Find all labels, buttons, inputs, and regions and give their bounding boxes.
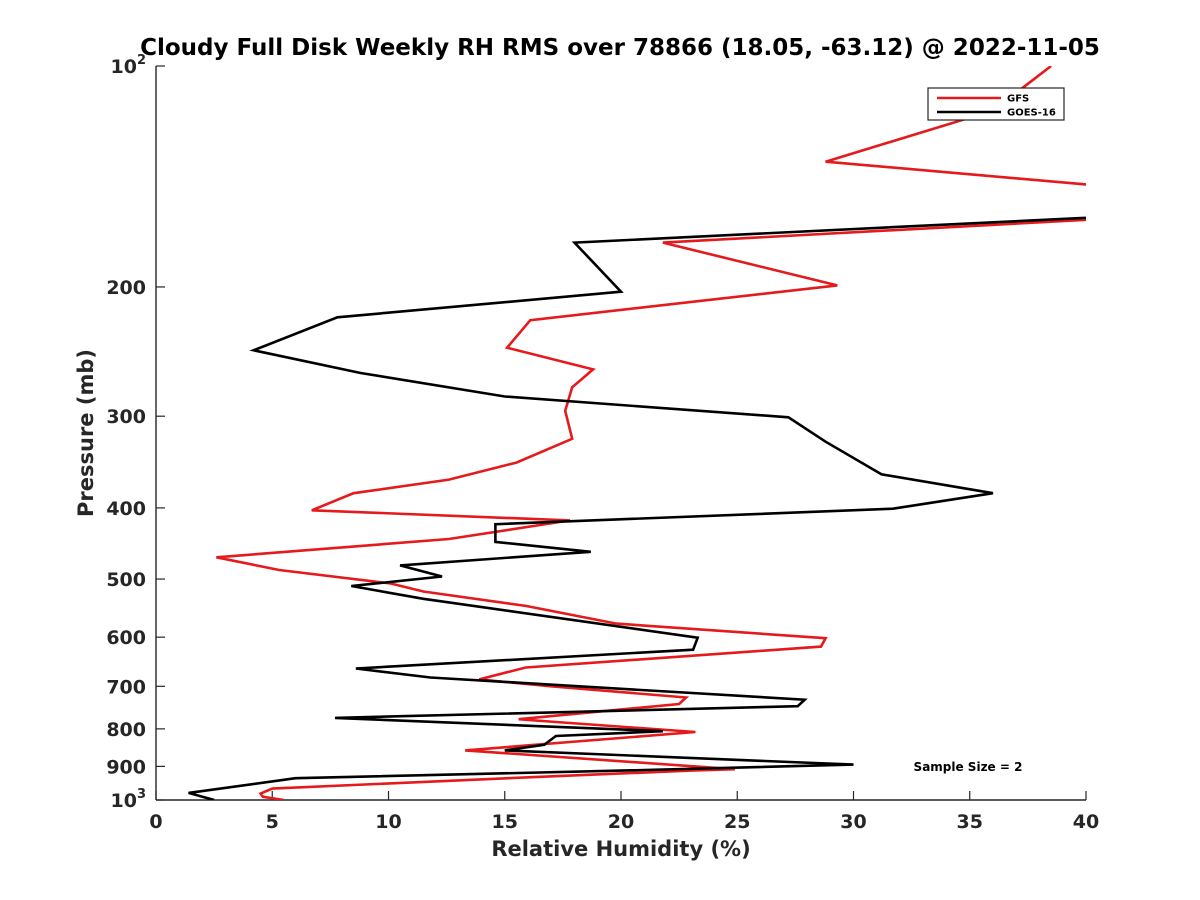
- series-line-goes-16: [188, 216, 1086, 800]
- x-axis-ticks: 0 5 10 15 20 25 30 35 40: [149, 791, 1099, 833]
- y-tick-label: 800: [106, 719, 146, 741]
- y-tick-label: 400: [106, 498, 146, 520]
- y-tick-label: 300: [106, 406, 146, 428]
- y-tick-label: 600: [106, 627, 146, 649]
- legend: GFS GOES-16: [927, 87, 1065, 121]
- y-axis-label: Pressure (mb): [74, 349, 98, 517]
- x-tick-label: 20: [608, 811, 634, 833]
- legend-box: [927, 87, 1065, 121]
- series-line-gfs: [216, 66, 1086, 800]
- y-tick-label: 500: [106, 569, 146, 591]
- x-tick-label: 25: [724, 811, 750, 833]
- y-tick-label: 102: [111, 53, 147, 78]
- y-tick-label: 103: [111, 787, 147, 812]
- x-tick-label: 5: [266, 811, 279, 833]
- x-tick-label: 40: [1073, 811, 1099, 833]
- x-tick-label: 10: [375, 811, 401, 833]
- series-layer: [188, 66, 1086, 800]
- sample-size-annotation: Sample Size = 2: [914, 760, 1023, 774]
- x-tick-label: 35: [957, 811, 983, 833]
- chart-title: Cloudy Full Disk Weekly RH RMS over 7886…: [140, 35, 1100, 61]
- plot-area: [156, 66, 1086, 800]
- x-tick-label: 30: [840, 811, 866, 833]
- legend-entry-label: GOES-16: [1007, 108, 1056, 119]
- y-axis-ticks: 102 200 300 400 500 600 700 800 900 103: [106, 53, 165, 812]
- y-tick-label: 200: [106, 277, 146, 299]
- y-tick-label: 700: [106, 676, 146, 698]
- y-tick-label: 900: [106, 756, 146, 778]
- legend-entry-label: GFS: [1007, 94, 1029, 105]
- x-axis-label: Relative Humidity (%): [491, 837, 750, 861]
- x-tick-label: 0: [149, 811, 162, 833]
- x-tick-label: 15: [492, 811, 518, 833]
